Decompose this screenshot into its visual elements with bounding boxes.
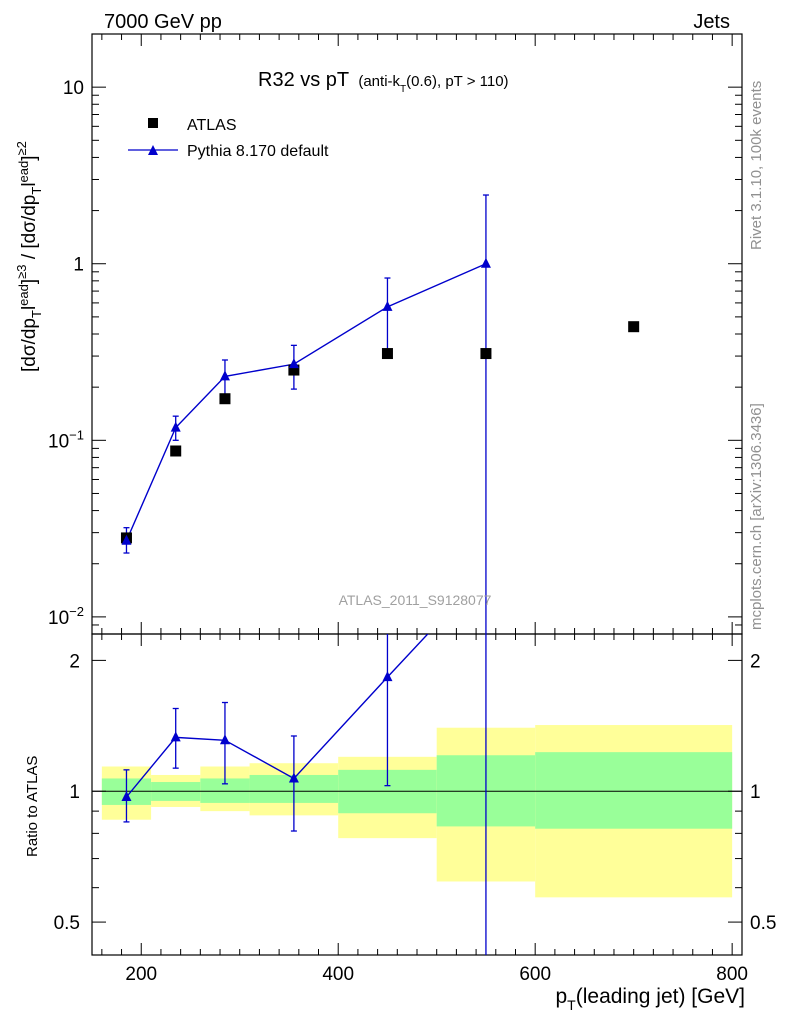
pythia-point — [170, 421, 181, 432]
y-axis-label: [dσ/dpTlead]≥3 / [dσ/dpTlead]≥2 — [14, 141, 44, 372]
atlas-point — [381, 348, 393, 360]
pythia-point — [121, 534, 132, 545]
atlas-point — [219, 393, 231, 405]
y-tick-label: 10−2 — [48, 604, 84, 629]
atlas-point — [288, 364, 300, 376]
ratio-point — [121, 790, 132, 801]
legend-label-atlas: ATLAS — [187, 117, 237, 134]
plot-title-sub: (anti-kT(0.6), pT > 110) — [358, 73, 508, 95]
legend: ATLAS Pythia 8.170 default — [128, 117, 329, 160]
pythia-line — [125, 263, 487, 541]
ratio-point — [219, 734, 230, 745]
plot-title-main: R32 vs pT — [258, 69, 349, 91]
x-tick-label: 600 — [519, 964, 551, 985]
atlas-point — [480, 348, 492, 360]
ratio-y-tick-label-right: 1 — [750, 782, 761, 803]
ratio-y-tick-label-left: 0.5 — [54, 913, 80, 934]
mcplots-label: mcplots.cern.ch [arXiv:1306.3436] — [748, 403, 765, 630]
x-tick-label: 400 — [322, 964, 354, 985]
ratio-y-axis-label: Ratio to ATLAS — [24, 756, 41, 857]
y-tick-label: 10−1 — [48, 427, 84, 452]
pythia-point — [288, 358, 299, 369]
x-axis-label: pT(leading jet) [GeV] — [555, 985, 745, 1013]
pythia-point — [219, 370, 230, 381]
pythia-point — [480, 257, 491, 268]
ratio-panel-marks — [121, 634, 487, 955]
header-right: Jets — [693, 11, 730, 33]
x-tick-label: 200 — [125, 964, 157, 985]
x-tick-label: 800 — [716, 964, 748, 985]
pythia-point — [382, 300, 393, 311]
band-inner-6 — [535, 752, 733, 829]
ratio-uncertainty-bands — [101, 725, 733, 898]
plot-title: R32 vs pT (anti-kT(0.6), pT > 110) — [258, 69, 509, 95]
ratio-line — [125, 634, 429, 798]
atlas-point — [628, 321, 640, 333]
legend-label-pythia: Pythia 8.170 default — [187, 143, 329, 160]
atlas-point — [170, 445, 182, 457]
ratio-point — [288, 772, 299, 783]
ratio-y-tick-label-right: 2 — [750, 651, 761, 672]
plot-title-sub-suffix: (0.6), pT > 110) — [406, 73, 508, 90]
ratio-y-tick-label-left: 2 — [69, 651, 80, 672]
main-panel-marks — [120, 194, 640, 634]
rivet-label: Rivet 3.1.10, 100k events — [748, 81, 765, 250]
header-left: 7000 GeV pp — [104, 11, 222, 33]
legend-marker-pythia — [148, 145, 158, 155]
y-tick-label: 10 — [63, 78, 84, 99]
ratio-y-tick-label-left: 1 — [69, 782, 80, 803]
y-tick-label: 1 — [73, 255, 84, 276]
ratio-point — [382, 671, 393, 682]
axes-frame: 200 400 600 800 10−2 10−1 1 10 0.5 0.5 1 1 2 2 — [48, 33, 776, 985]
ratio-y-tick-label-right: 0.5 — [750, 913, 776, 934]
legend-marker-atlas — [148, 118, 158, 128]
plot-title-sub-subscript: T — [400, 84, 406, 95]
plot-title-sub-prefix: (anti-k — [358, 73, 400, 90]
data-series — [120, 194, 640, 955]
watermark: ATLAS_2011_S9128077 — [339, 592, 492, 608]
ratio-point — [170, 731, 181, 742]
